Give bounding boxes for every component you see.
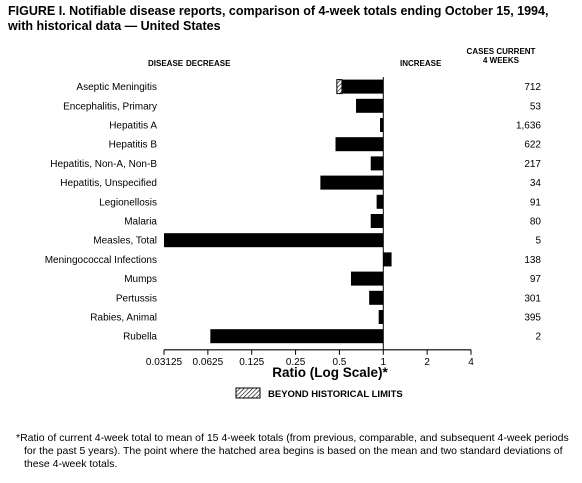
- category-label: Hepatitis, Unspecified: [60, 178, 157, 189]
- cases-value: 395: [524, 313, 541, 324]
- chart-row: Encephalitis, Primary 53: [63, 98, 542, 113]
- chart-row: Hepatitis, Non-A, Non-B 217: [50, 156, 541, 171]
- footnote: *Ratio of current 4-week total to mean o…: [8, 432, 574, 471]
- category-label: Meningococcal Infections: [45, 255, 157, 266]
- increase-header: INCREASE: [400, 59, 442, 68]
- cases-header: CASES CURRENT 4 WEEKS: [456, 47, 546, 65]
- ratio-bar: [350, 271, 384, 286]
- category-label: Hepatitis B: [109, 140, 158, 151]
- ratio-bar: [378, 310, 384, 324]
- ratio-bar: [210, 329, 384, 344]
- x-tick-label: 4: [468, 357, 474, 368]
- cases-header-line1: CASES CURRENT: [466, 47, 536, 56]
- ratio-bar: [356, 98, 384, 113]
- category-label: Malaria: [124, 217, 157, 228]
- x-axis-label: Ratio (Log Scale)*: [272, 365, 388, 380]
- category-label: Hepatitis, Non-A, Non-B: [50, 159, 157, 170]
- category-label: Aseptic Meningitis: [76, 82, 157, 93]
- ratio-bar: [370, 156, 384, 171]
- chart-row: Pertussis 301: [116, 290, 541, 305]
- cases-value: 712: [524, 82, 541, 93]
- chart-row: Hepatitis B 622: [109, 137, 541, 152]
- category-label: Rabies, Animal: [90, 313, 157, 324]
- category-label: Hepatitis A: [109, 121, 157, 132]
- ratio-bar: [335, 137, 384, 152]
- chart-row: Mumps 97: [124, 271, 542, 286]
- cases-value: 91: [530, 197, 542, 208]
- cases-value: 97: [530, 274, 542, 285]
- legend-label: BEYOND HISTORICAL LIMITS: [268, 389, 403, 400]
- cases-value: 80: [530, 217, 542, 228]
- cases-value: 301: [524, 293, 541, 304]
- legend-hatch-swatch: [235, 387, 261, 399]
- cases-value: 1,636: [516, 121, 541, 132]
- chart-rows: Aseptic Meningitis 712 Encephalitis, Prima…: [45, 79, 542, 344]
- chart-row: Legionellosis 91: [99, 194, 542, 209]
- ratio-bar: [320, 175, 384, 190]
- cases-value: 5: [535, 236, 541, 247]
- ratio-bar: [370, 214, 384, 228]
- x-tick-label: 0.03125: [146, 357, 183, 368]
- chart-row: Aseptic Meningitis 712: [76, 79, 541, 95]
- category-label: Encephalitis, Primary: [63, 101, 157, 112]
- cases-value: 34: [530, 178, 542, 189]
- category-label: Legionellosis: [99, 197, 157, 208]
- decrease-header: DECREASE: [186, 59, 231, 68]
- category-label: Mumps: [124, 274, 157, 285]
- category-label: Rubella: [123, 332, 157, 343]
- ratio-bar: [380, 118, 384, 132]
- ratio-bar: [336, 79, 384, 94]
- x-tick-label: 0.5: [332, 357, 346, 368]
- chart-row: Rabies, Animal 395: [90, 310, 541, 324]
- ratio-bar: [383, 252, 392, 267]
- cases-value: 138: [524, 255, 541, 266]
- chart-row: Meningococcal Infections 138: [45, 252, 541, 267]
- chart-row: Rubella 2: [123, 329, 541, 344]
- chart-row: Hepatitis A 1,636: [109, 118, 541, 132]
- ratio-bar: [376, 194, 384, 209]
- x-tick-label: 2: [424, 357, 430, 368]
- footnote-text: *Ratio of current 4-week total to mean o…: [16, 432, 569, 470]
- ratio-bar: [164, 233, 384, 248]
- legend: BEYOND HISTORICAL LIMITS: [235, 387, 403, 400]
- chart-row: Hepatitis, Unspecified 34: [60, 175, 542, 190]
- x-tick-label: 0.25: [286, 357, 306, 368]
- figure-title: FIGURE I. Notifiable disease reports, co…: [8, 4, 549, 33]
- category-label: Pertussis: [116, 293, 157, 304]
- x-tick-label: 0.125: [239, 357, 264, 368]
- chart-row: Measles, Total 5: [93, 233, 541, 248]
- ratio-bar: [369, 290, 384, 305]
- chart-row: Malaria 80: [124, 214, 541, 228]
- x-tick-label: 0.0625: [193, 357, 224, 368]
- cases-value: 53: [530, 101, 542, 112]
- beyond-limits-hatch: [336, 79, 343, 95]
- cases-value: 217: [524, 159, 541, 170]
- cases-header-line2: 4 WEEKS: [482, 56, 519, 65]
- x-tick-label: 1: [381, 357, 387, 368]
- x-axis: 0.03125 0.0625 0.125 0.25 0.5 1 2 4: [146, 77, 474, 368]
- category-label: Measles, Total: [93, 236, 157, 247]
- cases-value: 2: [535, 332, 541, 343]
- disease-header: DISEASE: [148, 59, 184, 68]
- cases-value: 622: [524, 140, 541, 151]
